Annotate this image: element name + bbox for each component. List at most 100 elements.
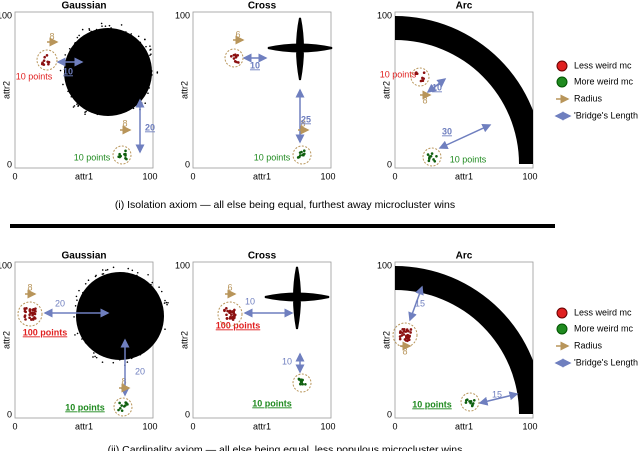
mc-point: [304, 382, 307, 386]
panel-title: Arc: [456, 251, 473, 262]
point: [150, 70, 153, 72]
mc-point: [235, 60, 238, 64]
microcluster-boundary: [17, 301, 43, 327]
point: [76, 103, 78, 105]
annotation: 6: [227, 282, 232, 292]
mc-point: [28, 316, 31, 319]
mc-point: [28, 308, 32, 311]
y-axis-label: attr2: [1, 81, 11, 99]
mc-point: [124, 401, 127, 404]
mc-point: [230, 313, 233, 316]
mc-point: [31, 318, 35, 321]
point: [70, 95, 73, 98]
mc-point: [28, 313, 31, 317]
mc-point: [409, 331, 412, 334]
point: [151, 74, 153, 76]
panel: Cross 100 00 100 attr1 attr2 6 10 100 points 10 10…: [175, 251, 336, 432]
point: [78, 39, 80, 41]
x-tick-label: 100: [142, 421, 157, 431]
mc-point: [34, 307, 37, 310]
point: [68, 47, 71, 50]
mc-point: [421, 76, 424, 80]
cross-blob: [267, 17, 333, 81]
x-tick-label: 0: [392, 421, 397, 431]
annotation: 10: [245, 296, 255, 306]
point: [118, 358, 121, 361]
point: [89, 285, 92, 287]
annotation: 10 points: [380, 69, 417, 79]
annotation: 25: [301, 114, 311, 124]
point: [62, 83, 64, 86]
annotation: 10: [250, 60, 260, 70]
point: [127, 267, 130, 270]
y-tick-label: 0: [7, 409, 12, 419]
point: [72, 106, 75, 108]
mc-point: [31, 313, 34, 317]
mc-point: [41, 62, 45, 66]
annotation: 100 points: [23, 327, 68, 337]
mc-point: [117, 408, 120, 412]
legend-label: Less weird mc: [574, 307, 632, 317]
legend-swatch: [556, 323, 568, 335]
point: [74, 334, 76, 336]
mc-point: [119, 406, 122, 410]
point: [161, 313, 164, 316]
point: [165, 301, 168, 304]
legend: Less weird mc More weird mc Radius 'Bridge'…: [554, 60, 638, 121]
panel-title: Cross: [248, 251, 277, 262]
plot-frame: [394, 11, 534, 169]
point: [76, 332, 79, 335]
point: [81, 28, 84, 31]
mc-point: [301, 382, 304, 386]
point: [76, 299, 78, 301]
point: [108, 24, 111, 27]
point: [84, 283, 87, 285]
point: [112, 361, 115, 364]
annotation: 8: [121, 376, 126, 386]
point: [125, 31, 127, 33]
point: [136, 274, 138, 277]
bridge-arrow: [438, 124, 492, 149]
mc-point: [299, 382, 302, 386]
mc-point: [233, 316, 236, 320]
point: [112, 266, 115, 269]
mc-point: [422, 71, 426, 75]
mc-point: [120, 409, 124, 412]
mc-point: [47, 62, 50, 66]
point: [85, 340, 88, 343]
x-tick-label: 0: [12, 171, 17, 181]
x-axis-label: attr1: [455, 171, 473, 181]
annotation: 8: [422, 95, 427, 105]
point: [85, 110, 87, 113]
point: [151, 281, 154, 284]
y-tick-label: 0: [185, 409, 190, 419]
point: [166, 303, 168, 306]
point: [74, 305, 77, 307]
mc-point: [433, 159, 437, 163]
microcluster-boundary: [392, 322, 418, 348]
point: [144, 38, 146, 41]
panel-title: Gaussian: [61, 251, 106, 262]
mc-point: [398, 331, 402, 334]
y-axis-label: attr2: [381, 81, 391, 99]
point: [59, 69, 62, 72]
mc-point: [428, 156, 431, 160]
point: [132, 274, 134, 276]
point: [144, 102, 147, 105]
y-tick-label: 0: [7, 159, 12, 169]
y-tick-label: 100: [175, 10, 190, 20]
annotation: 10 points: [254, 152, 291, 162]
mc-point: [125, 157, 128, 161]
point: [76, 36, 79, 39]
annotation: 10 points: [65, 402, 105, 412]
mc-point: [223, 309, 226, 313]
y-tick-label: 0: [387, 409, 392, 419]
mc-point: [472, 398, 476, 402]
y-axis-label: attr2: [381, 331, 391, 349]
annotation: 8: [27, 282, 32, 292]
mc-point: [43, 55, 46, 59]
legend-label: Radius: [574, 340, 603, 350]
